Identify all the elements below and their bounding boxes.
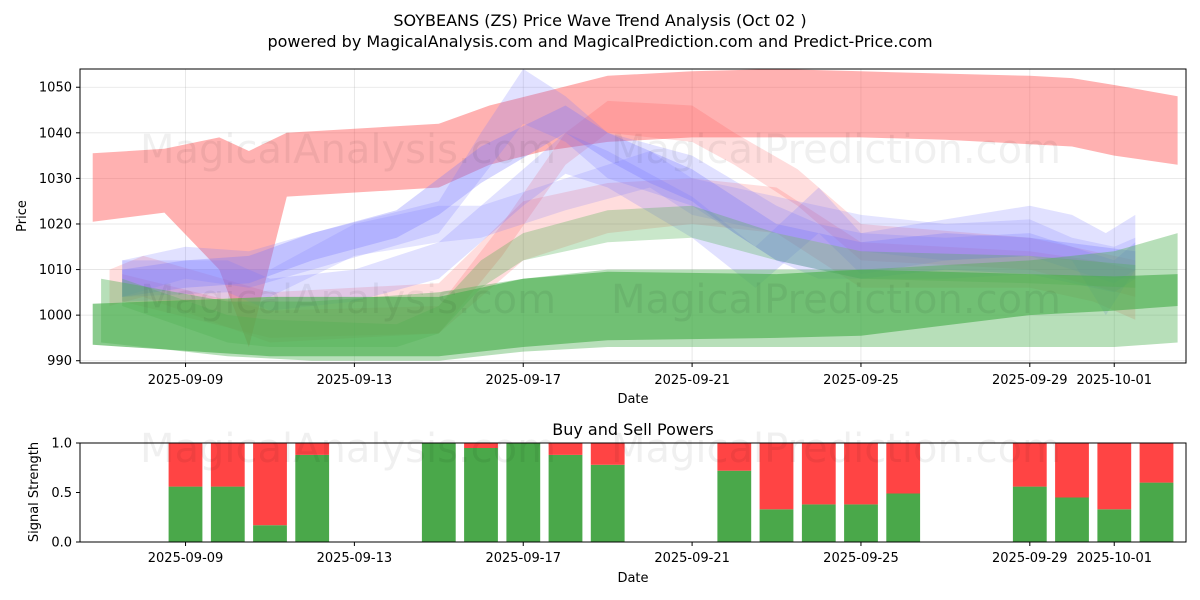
price-y-tick-label: 990 xyxy=(47,354,72,369)
chart-title-line2: powered by MagicalAnalysis.com and Magic… xyxy=(267,32,932,51)
brown-wave-band xyxy=(122,205,1136,347)
chart-title-line1: SOYBEANS (ZS) Price Wave Trend Analysis … xyxy=(393,11,806,30)
buy-power-bar xyxy=(464,447,498,542)
price-x-tick-label: 2025-09-09 xyxy=(148,373,224,388)
buy-power-bar xyxy=(253,525,287,542)
price-x-axis-label: Date xyxy=(617,392,648,407)
sell-power-bar xyxy=(1012,443,1047,487)
sell-power-bar xyxy=(548,443,583,455)
signal-y-axis-label: Signal Strength xyxy=(27,442,42,542)
buy-power-bar xyxy=(844,504,878,542)
price-y-axis-label: Price xyxy=(15,200,30,232)
sell-power-bar xyxy=(1139,443,1174,483)
red-wave-main-band xyxy=(92,69,1178,347)
signal-x-tick-label: 2025-09-13 xyxy=(317,551,393,566)
price-waves xyxy=(92,69,1178,361)
price-x-tick-label: 2025-09-21 xyxy=(654,373,730,388)
price-x-tick-label: 2025-09-29 xyxy=(992,373,1068,388)
signal-y-tick-label: 0.0 xyxy=(51,536,72,551)
buy-power-bar xyxy=(1012,486,1047,542)
buy-power-bar xyxy=(168,486,203,542)
signal-strength-chart: Buy and Sell Powers MagicalAnalysis.com … xyxy=(27,420,1187,586)
price-y-tick-label: 1050 xyxy=(39,81,72,96)
price-y-tick-label: 1020 xyxy=(39,217,72,232)
sell-power-bar xyxy=(717,443,752,471)
watermark-analysis-bottom: MagicalAnalysis.com xyxy=(140,426,556,472)
sell-power-bar xyxy=(464,443,498,448)
sell-power-bar xyxy=(590,443,625,465)
signal-y-tick-label: 1.0 xyxy=(51,437,72,452)
signal-x-tick-label: 2025-09-25 xyxy=(823,551,899,566)
watermark-prediction-mid: MagicalPrediction.com xyxy=(611,277,1061,323)
sell-power-bar xyxy=(886,443,921,494)
signal-x-ticks: 2025-09-09 2025-09-13 2025-09-17 2025-09-21… xyxy=(148,542,1152,566)
watermark-analysis-mid: MagicalAnalysis.com xyxy=(140,277,556,323)
sell-power-bar xyxy=(759,443,794,510)
sell-power-bar xyxy=(1097,443,1132,510)
buy-power-bar xyxy=(1055,497,1089,542)
green-wave-main-band xyxy=(92,269,1178,357)
sell-power-bar xyxy=(210,443,245,487)
price-y-ticks: 990 1000 1010 1020 1030 1040 1050 xyxy=(39,81,80,369)
price-y-tick-label: 1030 xyxy=(39,172,72,187)
price-x-tick-label: 2025-09-17 xyxy=(485,373,561,388)
price-y-tick-label: 1010 xyxy=(39,263,72,278)
purple-wave-band xyxy=(122,105,1136,297)
sell-power-bar xyxy=(844,443,878,505)
buy-power-bar xyxy=(759,509,794,542)
blue-wave-2-band xyxy=(122,132,1136,316)
watermark-prediction-top: MagicalPrediction.com xyxy=(611,127,1061,173)
buy-power-bar xyxy=(210,486,245,542)
price-plot-border xyxy=(79,68,1187,364)
signal-chart-title: Buy and Sell Powers xyxy=(552,420,714,439)
signal-x-tick-label: 2025-09-29 xyxy=(992,551,1068,566)
sell-power-bar xyxy=(168,443,203,487)
buy-power-bar xyxy=(717,470,752,542)
price-x-tick-label: 2025-09-13 xyxy=(317,373,393,388)
buy-power-bar xyxy=(590,464,625,542)
signal-y-ticks: 0.0 0.5 1.0 xyxy=(51,437,80,551)
sell-power-bar xyxy=(253,443,287,526)
signal-x-tick-label: 2025-09-21 xyxy=(654,551,730,566)
signal-x-axis-label: Date xyxy=(617,571,648,586)
watermark-analysis-top: MagicalAnalysis.com xyxy=(140,127,556,173)
price-y-tick-label: 1000 xyxy=(39,309,72,324)
signal-bars xyxy=(168,443,1174,542)
buy-power-bar xyxy=(421,443,456,542)
sell-power-bar xyxy=(801,443,836,505)
signal-y-tick-label: 0.5 xyxy=(51,486,72,501)
price-x-ticks: 2025-09-09 2025-09-13 2025-09-17 2025-09-21… xyxy=(148,363,1152,388)
buy-power-bar xyxy=(886,493,921,542)
blue-wave-1-band xyxy=(122,69,1136,297)
blue-wave-3-band xyxy=(122,151,1136,302)
signal-x-tick-label: 2025-10-01 xyxy=(1076,551,1152,566)
buy-power-bar xyxy=(1097,509,1132,542)
buy-power-bar xyxy=(506,443,541,542)
buy-power-bar xyxy=(295,454,330,542)
buy-power-bar xyxy=(1139,482,1174,542)
signal-x-tick-label: 2025-09-09 xyxy=(148,551,224,566)
buy-power-bar xyxy=(801,504,836,542)
price-x-tick-label: 2025-10-01 xyxy=(1076,373,1152,388)
buy-power-bar xyxy=(548,454,583,542)
price-wave-chart: MagicalAnalysis.com MagicalPrediction.co… xyxy=(15,68,1187,407)
signal-x-tick-label: 2025-09-17 xyxy=(485,551,561,566)
price-y-tick-label: 1040 xyxy=(39,126,72,141)
sell-power-bar xyxy=(295,443,330,455)
price-x-tick-label: 2025-09-25 xyxy=(823,373,899,388)
watermark-prediction-bottom: MagicalPrediction.com xyxy=(611,426,1061,472)
sell-power-bar xyxy=(1055,443,1089,498)
green-wave-2-band xyxy=(101,233,1178,361)
